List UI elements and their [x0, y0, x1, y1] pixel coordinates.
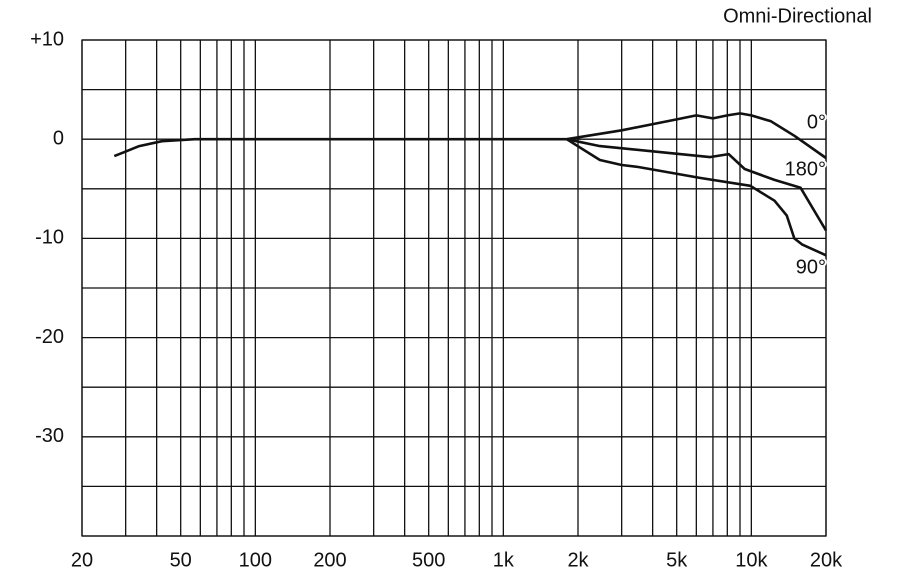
x-tick-label: 20 [71, 549, 93, 571]
series-line [113, 112, 827, 160]
y-tick-label: -20 [35, 326, 64, 348]
x-tick-label: 100 [239, 549, 272, 571]
x-tick-label: 5k [666, 549, 688, 571]
x-tick-label: 20k [810, 549, 843, 571]
chart-title: Omni-Directional [723, 5, 872, 27]
y-tick-label: +10 [30, 28, 64, 50]
series-label: 90° [796, 256, 826, 278]
y-tick-label: 0 [53, 127, 64, 149]
x-tick-label: 10k [735, 549, 768, 571]
x-tick-label: 2k [567, 549, 589, 571]
series-line [566, 137, 828, 232]
series-label: 180° [785, 158, 826, 180]
y-tick-label: -30 [35, 425, 64, 447]
x-tick-label: 1k [493, 549, 515, 571]
x-tick-label: 200 [313, 549, 346, 571]
y-tick-label: -10 [35, 227, 64, 249]
x-tick-label: 50 [170, 549, 192, 571]
x-tick-label: 500 [412, 549, 445, 571]
series-label: 0° [807, 111, 826, 133]
series-line [566, 138, 827, 257]
